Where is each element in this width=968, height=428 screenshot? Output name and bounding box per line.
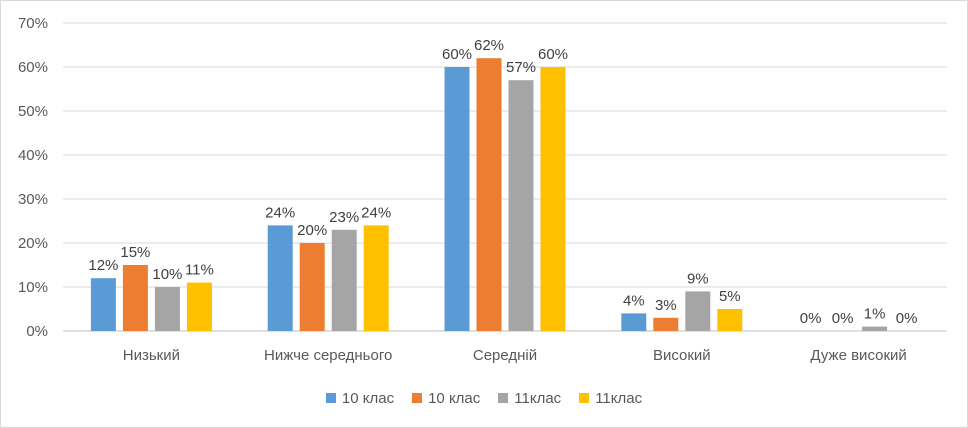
bar xyxy=(90,278,116,331)
data-label: 24% xyxy=(265,204,295,221)
legend-label: 10 клас xyxy=(341,389,395,407)
x-category-label: Високий xyxy=(653,347,711,364)
legend-swatch xyxy=(412,393,423,403)
data-label: 62% xyxy=(474,37,504,54)
legend-item: 11клас xyxy=(498,390,561,407)
y-tick-label: 40% xyxy=(18,147,48,164)
bar xyxy=(363,225,389,331)
x-category-label: Нижче середнього xyxy=(264,347,392,364)
bar xyxy=(154,287,180,331)
legend-swatch xyxy=(498,393,509,403)
y-tick-label: 60% xyxy=(18,59,48,76)
x-category-label: Низький xyxy=(123,347,180,364)
legend-swatch xyxy=(325,393,336,403)
bar xyxy=(653,317,679,331)
data-label: 60% xyxy=(538,46,568,63)
data-label: 20% xyxy=(297,222,327,239)
bar xyxy=(862,326,888,331)
bar xyxy=(476,58,502,331)
legend-label: 10 клас xyxy=(428,389,481,407)
data-label: 5% xyxy=(719,288,741,305)
y-tick-label: 50% xyxy=(18,103,48,120)
data-label: 23% xyxy=(329,209,359,226)
data-label: 0% xyxy=(800,310,822,327)
legend-item: 10 клас xyxy=(325,389,395,407)
legend: 10 клас 10 клас 11клас 11клас xyxy=(0,386,968,410)
legend-item: 10 клас xyxy=(412,390,480,407)
x-category-label: Дуже високий xyxy=(810,347,906,364)
y-tick-label: 20% xyxy=(18,235,48,252)
legend-label: 11клас xyxy=(595,389,643,407)
y-tick-label: 0% xyxy=(26,323,48,340)
bar xyxy=(444,67,470,331)
bar xyxy=(621,313,647,331)
data-label: 10% xyxy=(152,266,182,283)
bar xyxy=(508,80,534,331)
data-labels: 12%15%10% 11%24%20%23% 24%60%62%57%60%4% 3%… xyxy=(88,37,917,327)
y-axis-ticks: 0% 10% 20% 30% 40% 50% 60% 70% xyxy=(18,15,48,340)
data-label: 4% xyxy=(623,292,645,309)
y-tick-label: 70% xyxy=(18,15,48,32)
x-axis-categories: Низький Нижче середнього Середній Високий Ду… xyxy=(123,347,907,364)
data-label: 24% xyxy=(361,204,391,221)
data-label: 1% xyxy=(864,306,886,323)
data-label: 57% xyxy=(506,59,536,76)
legend-item: 11клас xyxy=(579,390,642,407)
data-label: 0% xyxy=(896,310,918,327)
data-label: 9% xyxy=(687,270,709,287)
bar xyxy=(717,309,743,331)
legend-swatch xyxy=(579,393,590,403)
data-label: 3% xyxy=(655,297,677,314)
legend-label: 11клас xyxy=(514,389,562,407)
bar xyxy=(299,243,325,331)
data-label: 11% xyxy=(185,262,214,279)
y-tick-label: 10% xyxy=(18,279,48,296)
bar xyxy=(267,225,293,331)
data-label: 15% xyxy=(120,244,150,261)
data-label: 12% xyxy=(88,257,118,274)
bar xyxy=(331,229,357,331)
bars xyxy=(90,58,888,331)
bar xyxy=(685,291,711,331)
bar xyxy=(186,282,212,331)
data-label: 0% xyxy=(832,310,854,327)
bar xyxy=(122,265,148,331)
bar xyxy=(540,67,566,331)
data-label: 60% xyxy=(442,46,472,63)
y-tick-label: 30% xyxy=(18,191,48,208)
x-category-label: Середній xyxy=(473,347,537,364)
